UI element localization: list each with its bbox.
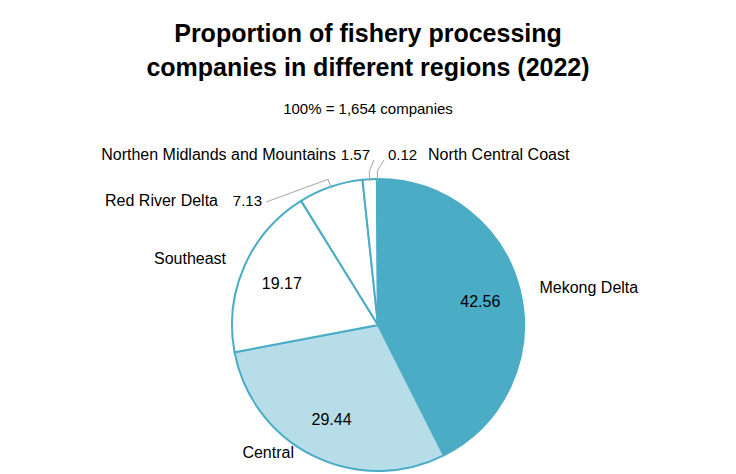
data-label: 0.12 [388, 146, 417, 163]
category-label: Mekong Delta [539, 279, 638, 296]
leader-line [369, 160, 374, 181]
data-label: 19.17 [262, 275, 302, 292]
title: Proportion of fishery processingcompanie… [146, 19, 589, 81]
category-label: Red River Delta [105, 192, 218, 209]
subtitle: 100% = 1,654 companies [283, 100, 453, 117]
slices [232, 179, 524, 471]
leader-line [266, 179, 331, 202]
leader-line [377, 160, 384, 181]
category-label: Central [242, 444, 294, 461]
chart: Proportion of fishery processingcompanie… [0, 0, 736, 474]
category-label: Northen Midlands and Mountains [101, 146, 336, 163]
data-label: 1.57 [341, 146, 370, 163]
slice [377, 179, 378, 325]
category-label: Southeast [154, 250, 227, 267]
slice [301, 180, 378, 325]
data-label: 42.56 [460, 293, 500, 310]
labels: 0.12 North Central Coast 1.57 Northen Midla… [101, 146, 638, 461]
slice [363, 179, 378, 325]
data-label: 29.44 [312, 411, 352, 428]
data-label: 7.13 [233, 192, 262, 209]
category-label: North Central Coast [428, 146, 570, 163]
